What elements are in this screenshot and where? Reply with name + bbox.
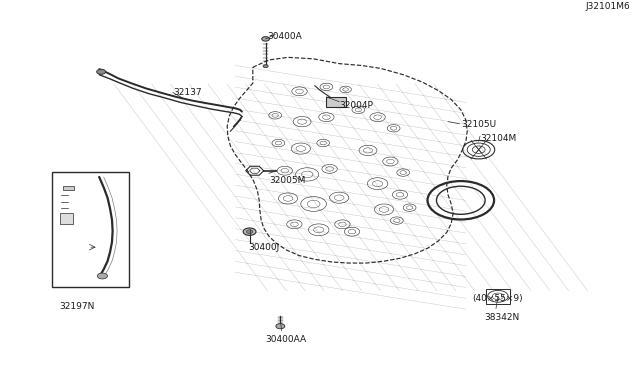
Bar (52, 172, 129, 287)
Text: 30400A: 30400A (268, 32, 302, 41)
Bar (60, 213, 73, 224)
Circle shape (97, 69, 106, 74)
Text: J32101M6: J32101M6 (586, 2, 630, 11)
Text: 32004P: 32004P (339, 100, 373, 110)
Circle shape (243, 228, 256, 235)
Bar (63, 186, 74, 190)
Text: (40×55×9): (40×55×9) (472, 295, 523, 304)
Circle shape (262, 37, 269, 41)
Circle shape (246, 230, 253, 234)
Text: 30400AA: 30400AA (266, 335, 307, 344)
Bar (326, 97, 346, 107)
Circle shape (276, 324, 285, 329)
Text: 32104M: 32104M (480, 134, 516, 143)
Text: 32137: 32137 (173, 88, 202, 97)
Circle shape (97, 273, 108, 279)
Text: 38342N: 38342N (484, 313, 519, 322)
Text: 32105U: 32105U (461, 120, 496, 129)
Text: 32005M: 32005M (269, 176, 305, 185)
Bar (486, 289, 510, 304)
Circle shape (263, 65, 268, 68)
Text: 30400J: 30400J (248, 243, 280, 252)
Text: 32197N: 32197N (60, 302, 95, 311)
